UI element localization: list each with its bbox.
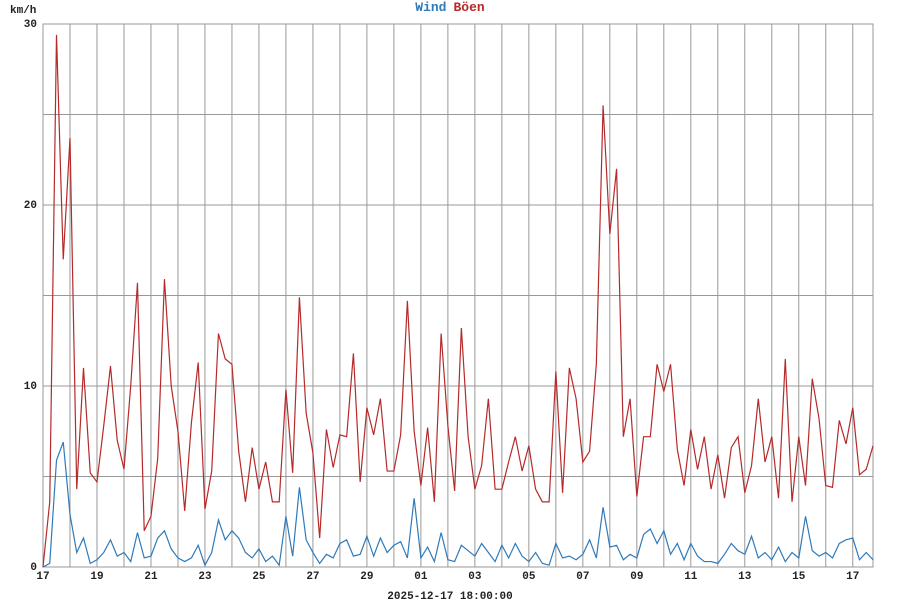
timestamp: 2025-12-17 18:00:00: [387, 591, 512, 600]
x-tick-label: 11: [684, 571, 698, 583]
x-tick-label: 01: [414, 571, 428, 583]
x-tick-label: 07: [576, 571, 589, 583]
x-tick-label: 17: [846, 571, 859, 583]
title-wind: Wind: [415, 0, 446, 15]
y-tick-label: 30: [24, 19, 37, 31]
plot-frame: [42, 23, 874, 568]
x-tick-label: 19: [90, 571, 103, 583]
data-line: [42, 441, 874, 568]
x-tick-label: 05: [522, 571, 536, 583]
x-tick-label: 09: [630, 571, 643, 583]
x-tick-label: 03: [468, 571, 482, 583]
title-gusts: Böen: [454, 0, 485, 15]
y-tick-label: 0: [30, 562, 37, 574]
y-tick-label: 10: [24, 381, 37, 393]
x-tick-label: 27: [306, 571, 319, 583]
x-tick-label: 23: [198, 571, 212, 583]
x-tick-label: 21: [144, 571, 158, 583]
chart-title: Wind Böen: [415, 0, 485, 15]
data-line: [42, 34, 874, 568]
x-tick-label: 25: [252, 571, 266, 583]
y-tick-label: 20: [24, 200, 37, 212]
y-axis-label: km/h: [10, 5, 36, 17]
x-tick-label: 29: [360, 571, 373, 583]
x-tick-label: 17: [36, 571, 49, 583]
x-tick-label: 15: [792, 571, 806, 583]
x-tick-label: 13: [738, 571, 752, 583]
